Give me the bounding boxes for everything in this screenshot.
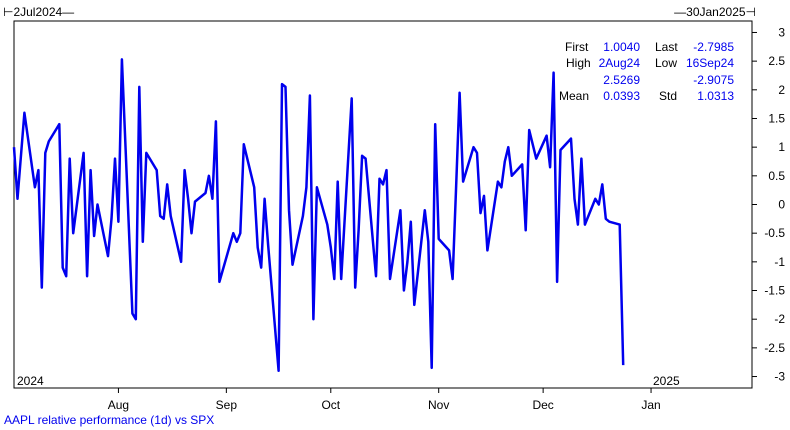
y-tick-label: -1.5 xyxy=(764,284,785,298)
y-tick-label: 0 xyxy=(778,198,785,212)
stat-std-value: 1.0313 xyxy=(697,89,734,103)
y-tick-label: 1 xyxy=(778,140,785,154)
x-tick-label: Oct xyxy=(321,398,340,412)
series-line xyxy=(12,58,625,373)
y-tick-label: 2.5 xyxy=(768,54,785,68)
x-tick-label: Nov xyxy=(428,398,449,412)
x-tick-label: Sep xyxy=(216,398,238,412)
stat-low-date: 16Sep24 xyxy=(685,56,734,70)
x-tick-label: Aug xyxy=(108,398,129,412)
x-axis: Aug Sep Oct Nov Dec Jan xyxy=(108,388,661,412)
chart-caption: AAPL relative performance (1d) vs SPX xyxy=(4,413,215,427)
stat-last-value: -2.7985 xyxy=(693,40,734,54)
stat-high-value: 2.5269 xyxy=(603,73,640,87)
stat-first-value: 1.0040 xyxy=(603,40,640,54)
stat-high-date: 2Aug24 xyxy=(598,56,640,70)
stat-mean-label: Mean xyxy=(559,89,590,103)
range-start-label: ⊢2Jul2024— xyxy=(3,5,75,19)
stat-last-label: Last xyxy=(655,40,678,54)
year-start-label: 2024 xyxy=(17,374,44,388)
y-tick-label: -2.5 xyxy=(764,341,785,355)
y-tick-label: 0.5 xyxy=(768,169,785,183)
y-tick-label: -1 xyxy=(774,255,785,269)
y-tick-label: 2 xyxy=(778,83,785,97)
y-axis: 3 2.5 2 1.5 1 0.5 0 -0.5 -1 -1.5 -2 -2.5 -3 xyxy=(752,25,785,384)
stat-std-label: Std xyxy=(659,89,678,103)
y-tick-label: -0.5 xyxy=(764,226,785,240)
y-tick-label: 1.5 xyxy=(768,111,785,125)
x-tick-label: Dec xyxy=(532,398,553,412)
stat-first-label: First xyxy=(565,40,589,54)
y-tick-label: 3 xyxy=(778,25,785,39)
range-end-label: —30Jan2025⊣ xyxy=(674,5,756,19)
stat-low-label: Low xyxy=(655,56,678,70)
x-tick-label: Jan xyxy=(641,398,660,412)
stat-high-label: High xyxy=(566,56,591,70)
stat-low-value: -2.9075 xyxy=(693,73,734,87)
stat-mean-value: 0.0393 xyxy=(603,89,640,103)
plot-frame xyxy=(13,20,753,389)
y-tick-label: -2 xyxy=(774,312,785,326)
year-end-label: 2025 xyxy=(653,374,680,388)
y-tick-label: -3 xyxy=(774,370,785,384)
